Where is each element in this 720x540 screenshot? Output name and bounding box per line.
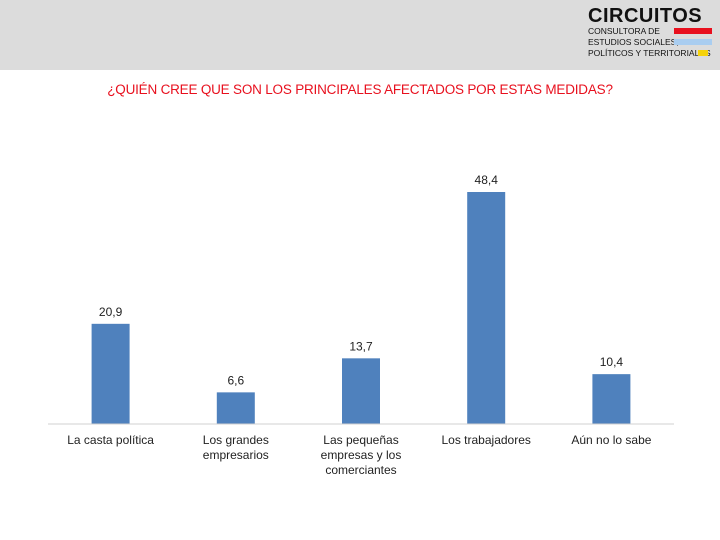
- category-label-3-0: Los trabajadores: [442, 433, 531, 447]
- bar-4: [592, 374, 631, 424]
- chart-title: ¿QUIÉN CREE QUE SON LOS PRINCIPALES AFEC…: [107, 82, 613, 97]
- category-label-2-2: comerciantes: [325, 463, 396, 477]
- bar-1: [216, 392, 255, 424]
- category-label-1-0: Los grandes: [203, 433, 269, 447]
- category-label-4-0: Aún no lo sabe: [571, 433, 651, 447]
- logo-line-1: CONSULTORA DE: [588, 26, 714, 37]
- bar-0: [91, 323, 130, 424]
- logo-blue-stripe: [674, 39, 712, 45]
- category-label-1-1: empresarios: [203, 448, 269, 462]
- circuitos-logo: CIRCUITOS CONSULTORA DE ESTUDIOS SOCIALE…: [588, 6, 714, 66]
- value-label-2: 13,7: [349, 339, 373, 353]
- category-label-2-1: empresas y los: [321, 448, 402, 462]
- logo-line-3-text: POLÍTICOS Y TERRITORIALES: [588, 48, 711, 58]
- logo-line-1-text: CONSULTORA DE: [588, 26, 660, 36]
- value-label-1: 6,6: [227, 373, 244, 387]
- logo-line-2-text: ESTUDIOS SOCIALES,: [588, 37, 679, 47]
- bar-3: [467, 192, 506, 424]
- category-label-0-0: La casta política: [67, 433, 154, 447]
- value-label-0: 20,9: [99, 305, 123, 319]
- value-label-4: 10,4: [600, 355, 624, 369]
- logo-yellow-stripe: [698, 50, 708, 56]
- bars-layer: [91, 192, 631, 424]
- logo-line-3: POLÍTICOS Y TERRITORIALES: [588, 48, 714, 59]
- bar-2: [342, 358, 380, 424]
- logo-red-stripe: [674, 28, 712, 34]
- value-label-3: 48,4: [475, 173, 499, 187]
- header-band: [0, 0, 720, 70]
- logo-brand: CIRCUITOS: [588, 5, 703, 27]
- logo-line-2: ESTUDIOS SOCIALES,: [588, 37, 714, 48]
- category-label-2-0: Las pequeñas: [323, 433, 398, 447]
